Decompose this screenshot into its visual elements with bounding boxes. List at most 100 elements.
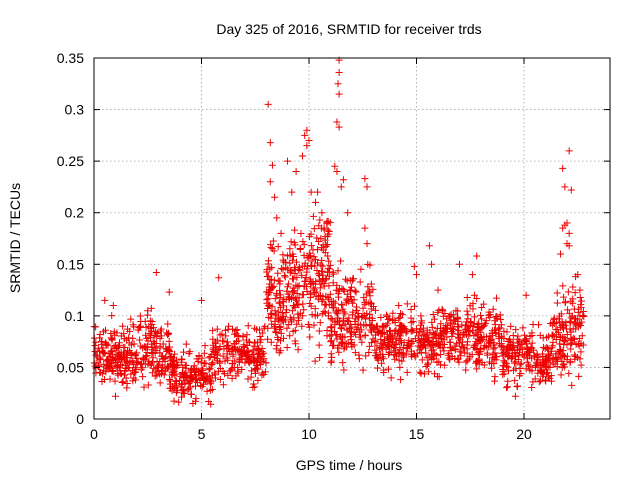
data-point	[117, 370, 125, 378]
data-point	[219, 381, 227, 389]
data-point	[569, 283, 577, 291]
data-point	[303, 265, 311, 273]
y-tick-labels: 0 0.05 0.1 0.15 0.2 0.25 0.3 0.35	[57, 50, 84, 427]
data-point	[348, 329, 356, 337]
data-point	[565, 147, 573, 155]
data-point	[361, 175, 369, 183]
data-point	[576, 355, 584, 363]
data-point	[144, 381, 152, 389]
data-point	[288, 307, 296, 315]
data-point	[428, 340, 436, 348]
data-point	[462, 318, 470, 326]
data-point	[108, 360, 116, 368]
data-point	[513, 383, 521, 391]
data-point	[371, 352, 379, 360]
data-point	[352, 303, 360, 311]
data-point	[460, 344, 468, 352]
y-tick-label: 0.05	[57, 359, 84, 375]
data-point	[122, 374, 130, 382]
data-point	[306, 249, 314, 257]
y-tick-label: 0.35	[57, 50, 84, 66]
data-point	[213, 351, 221, 359]
data-point	[485, 311, 493, 319]
data-point	[391, 318, 399, 326]
data-point	[352, 331, 360, 339]
data-point	[300, 241, 308, 249]
data-point	[336, 285, 344, 293]
data-point	[99, 328, 107, 336]
data-point	[466, 353, 474, 361]
data-point	[492, 294, 500, 302]
data-point	[245, 359, 253, 367]
data-point	[496, 324, 504, 332]
data-point	[445, 313, 453, 321]
data-point	[342, 275, 350, 283]
data-point	[113, 362, 121, 370]
data-point	[478, 315, 486, 323]
data-point	[454, 356, 462, 364]
data-point	[277, 329, 285, 337]
data-point	[286, 314, 294, 322]
data-point	[557, 333, 565, 341]
data-point	[206, 378, 214, 386]
data-point	[433, 373, 441, 381]
data-point	[256, 353, 264, 361]
data-point	[255, 347, 263, 355]
data-point	[151, 372, 159, 380]
data-point	[289, 275, 297, 283]
data-point	[321, 300, 329, 308]
data-point	[351, 349, 359, 357]
data-point	[437, 361, 445, 369]
data-point	[317, 261, 325, 269]
data-point	[330, 270, 338, 278]
data-point	[579, 311, 587, 319]
data-point	[324, 217, 332, 225]
data-point	[412, 329, 420, 337]
data-point	[172, 377, 180, 385]
data-point	[168, 371, 176, 379]
data-point	[402, 349, 410, 357]
data-point	[473, 365, 481, 373]
data-point	[307, 188, 315, 196]
data-point	[319, 275, 327, 283]
data-point	[238, 366, 246, 374]
data-point	[556, 340, 564, 348]
data-point	[488, 329, 496, 337]
data-point	[523, 338, 531, 346]
data-point	[170, 358, 178, 366]
data-point	[234, 367, 242, 375]
data-point	[265, 313, 273, 321]
data-point	[152, 339, 160, 347]
data-point	[331, 299, 339, 307]
data-point	[473, 358, 481, 366]
data-point	[303, 142, 311, 150]
data-point	[316, 353, 324, 361]
data-point	[316, 284, 324, 292]
data-point	[553, 289, 561, 297]
data-point	[299, 300, 307, 308]
data-point	[307, 302, 315, 310]
data-point	[314, 188, 322, 196]
data-point	[413, 271, 420, 279]
data-point	[339, 176, 347, 184]
data-point	[181, 361, 189, 369]
data-point	[474, 349, 482, 357]
data-point	[254, 338, 262, 346]
data-point	[230, 330, 238, 338]
data-point	[151, 328, 159, 336]
y-tick-label: 0.25	[57, 153, 84, 169]
data-point	[164, 320, 172, 328]
data-point	[153, 371, 161, 379]
data-point	[575, 372, 583, 380]
data-point	[309, 284, 317, 292]
data-point	[526, 363, 534, 371]
data-point	[282, 258, 290, 266]
data-point	[233, 326, 241, 334]
data-point	[244, 347, 252, 355]
data-point	[398, 311, 406, 319]
data-point	[537, 368, 545, 376]
data-point	[300, 282, 308, 290]
data-point	[379, 339, 387, 347]
data-point	[312, 255, 320, 263]
